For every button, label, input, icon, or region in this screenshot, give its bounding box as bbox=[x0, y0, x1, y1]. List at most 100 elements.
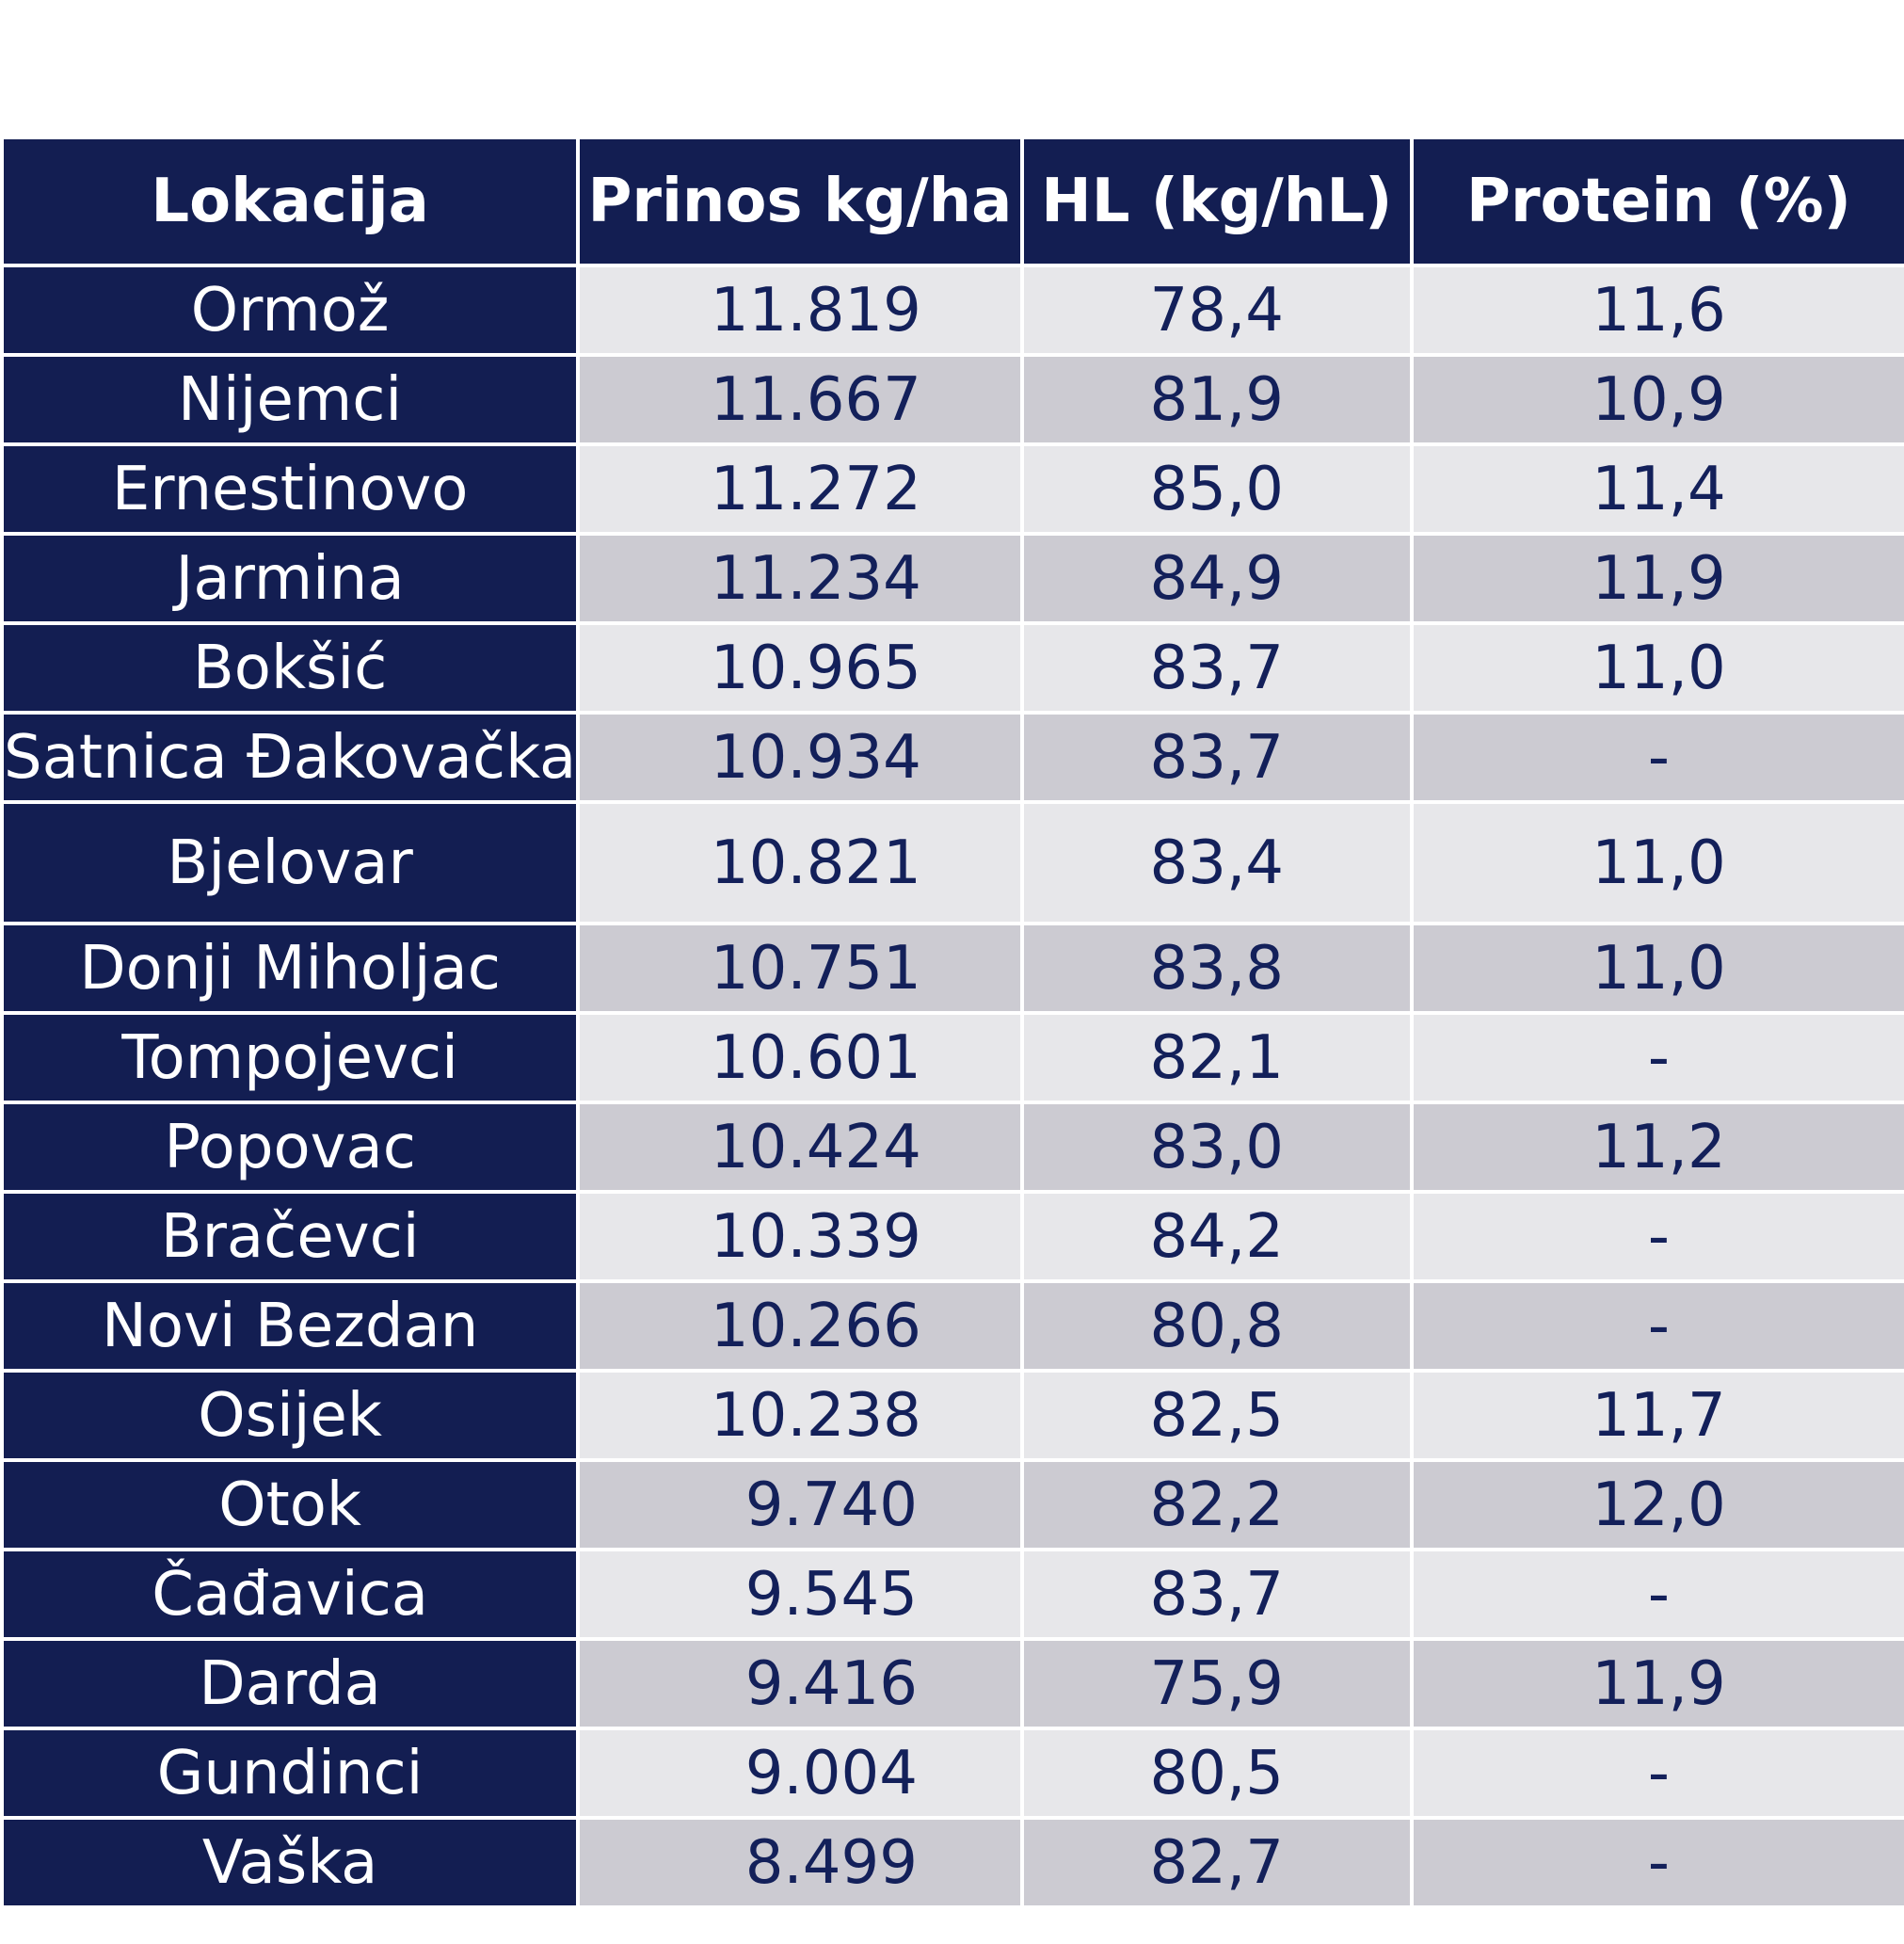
cell-prinos-value: 9.545 bbox=[744, 1559, 918, 1630]
cell-protein: - bbox=[1413, 1194, 1904, 1279]
cell-prinos: 9.004 bbox=[580, 1730, 1020, 1816]
cell-prinos: 10.424 bbox=[580, 1104, 1020, 1190]
cell-protein: 11,2 bbox=[1413, 1104, 1904, 1190]
cell-protein: - bbox=[1413, 1551, 1904, 1637]
cell-prinos: 10.751 bbox=[580, 925, 1020, 1011]
cell-protein: 11,7 bbox=[1413, 1373, 1904, 1458]
cell-hl: 80,5 bbox=[1023, 1730, 1410, 1816]
cell-hl: 83,8 bbox=[1023, 925, 1410, 1011]
cell-prinos-value: 10.965 bbox=[710, 633, 921, 703]
header-row: Lokacija Prinos kg/ha HL (kg/hL) Protein… bbox=[4, 139, 1904, 264]
table-row: Ernestinovo 11.272 85,0 11,4 bbox=[4, 446, 1904, 532]
cell-hl: 82,2 bbox=[1023, 1462, 1410, 1548]
cell-hl: 75,9 bbox=[1023, 1641, 1410, 1727]
cell-lokacija: Tompojevci bbox=[4, 1015, 577, 1101]
cell-prinos-value: 10.424 bbox=[710, 1112, 921, 1182]
cell-prinos: 11.667 bbox=[580, 357, 1020, 442]
cell-prinos-value: 8.499 bbox=[744, 1827, 918, 1898]
cell-prinos-value: 11.667 bbox=[710, 364, 921, 435]
cell-prinos-value: 11.819 bbox=[710, 275, 921, 345]
cell-lokacija: Darda bbox=[4, 1641, 577, 1727]
header-hl: HL (kg/hL) bbox=[1023, 139, 1410, 264]
cell-prinos-value: 11.234 bbox=[710, 543, 921, 614]
cell-protein: - bbox=[1413, 1820, 1904, 1905]
cell-hl: 82,5 bbox=[1023, 1373, 1410, 1458]
cell-hl: 80,8 bbox=[1023, 1283, 1410, 1369]
table-row: Čađavica 9.545 83,7- bbox=[4, 1551, 1904, 1637]
cell-hl: 84,9 bbox=[1023, 536, 1410, 621]
cell-prinos: 9.416 bbox=[580, 1641, 1020, 1727]
cell-protein: - bbox=[1413, 1283, 1904, 1369]
cell-protein: 11,4 bbox=[1413, 446, 1904, 532]
table-row: Vaška 8.499 82,7- bbox=[4, 1820, 1904, 1905]
cell-prinos-value: 10.266 bbox=[710, 1291, 921, 1361]
cell-protein: - bbox=[1413, 715, 1904, 800]
cell-lokacija: Satnica Đakovačka bbox=[4, 715, 577, 800]
cell-hl: 82,1 bbox=[1023, 1015, 1410, 1101]
cell-prinos-value: 10.751 bbox=[710, 933, 921, 1004]
table-row: Darda 9.416 75,9 11,9 bbox=[4, 1641, 1904, 1727]
cell-lokacija: Bračevci bbox=[4, 1194, 577, 1279]
table-row: Osijek 10.238 82,5 11,7 bbox=[4, 1373, 1904, 1458]
cell-lokacija: Popovac bbox=[4, 1104, 577, 1190]
cell-protein: - bbox=[1413, 1730, 1904, 1816]
cell-prinos: 11.272 bbox=[580, 446, 1020, 532]
cell-hl: 83,7 bbox=[1023, 1551, 1410, 1637]
table-row: Tompojevci 10.601 82,1- bbox=[4, 1015, 1904, 1101]
cell-prinos-value: 9.740 bbox=[744, 1470, 918, 1540]
cell-prinos: 9.545 bbox=[580, 1551, 1020, 1637]
cell-protein: 12,0 bbox=[1413, 1462, 1904, 1548]
cell-lokacija: Gundinci bbox=[4, 1730, 577, 1816]
cell-prinos: 8.499 bbox=[580, 1820, 1020, 1905]
cell-hl: 83,7 bbox=[1023, 625, 1410, 711]
table-row: Bjelovar 10.821 83,4 11,0 bbox=[4, 804, 1904, 922]
cell-hl: 83,7 bbox=[1023, 715, 1410, 800]
cell-prinos: 10.339 bbox=[580, 1194, 1020, 1279]
cell-lokacija: Čađavica bbox=[4, 1551, 577, 1637]
cell-prinos-value: 10.821 bbox=[710, 827, 921, 898]
table-row: Bračevci 10.339 84,2- bbox=[4, 1194, 1904, 1279]
table-row: Otok 9.740 82,2 12,0 bbox=[4, 1462, 1904, 1548]
cell-lokacija: Bjelovar bbox=[4, 804, 577, 922]
cell-hl: 84,2 bbox=[1023, 1194, 1410, 1279]
cell-prinos: 11.819 bbox=[580, 267, 1020, 353]
cell-lokacija: Nijemci bbox=[4, 357, 577, 442]
header-protein: Protein (%) bbox=[1413, 139, 1904, 264]
cell-lokacija: Ormož bbox=[4, 267, 577, 353]
cell-prinos-value: 10.339 bbox=[710, 1201, 921, 1272]
cell-prinos: 10.266 bbox=[580, 1283, 1020, 1369]
cell-lokacija: Ernestinovo bbox=[4, 446, 577, 532]
yield-table: Lokacija Prinos kg/ha HL (kg/hL) Protein… bbox=[0, 136, 1904, 1909]
cell-lokacija: Osijek bbox=[4, 1373, 577, 1458]
table-row: Popovac 10.424 83,0 11,2 bbox=[4, 1104, 1904, 1190]
table-row: Gundinci 9.004 80,5- bbox=[4, 1730, 1904, 1816]
cell-prinos-value: 10.601 bbox=[710, 1022, 921, 1093]
cell-protein: 10,9 bbox=[1413, 357, 1904, 442]
cell-prinos: 10.601 bbox=[580, 1015, 1020, 1101]
cell-prinos: 10.821 bbox=[580, 804, 1020, 922]
cell-hl: 78,4 bbox=[1023, 267, 1410, 353]
cell-prinos: 10.965 bbox=[580, 625, 1020, 711]
cell-lokacija: Donji Miholjac bbox=[4, 925, 577, 1011]
cell-prinos-value: 11.272 bbox=[710, 454, 921, 524]
cell-prinos-value: 9.416 bbox=[744, 1648, 918, 1719]
cell-protein: 11,9 bbox=[1413, 1641, 1904, 1727]
table-row: Satnica Đakovačka 10.934 83,7- bbox=[4, 715, 1904, 800]
cell-lokacija: Otok bbox=[4, 1462, 577, 1548]
table-row: Nijemci 11.667 81,9 10,9 bbox=[4, 357, 1904, 442]
cell-lokacija: Bokšić bbox=[4, 625, 577, 711]
cell-lokacija: Jarmina bbox=[4, 536, 577, 621]
cell-lokacija: Novi Bezdan bbox=[4, 1283, 577, 1369]
cell-prinos-value: 10.238 bbox=[710, 1380, 921, 1451]
table-row: Donji Miholjac 10.751 83,8 11,0 bbox=[4, 925, 1904, 1011]
cell-prinos: 10.238 bbox=[580, 1373, 1020, 1458]
cell-hl: 85,0 bbox=[1023, 446, 1410, 532]
table-body: Ormož 11.819 78,4 11,6 Nijemci 11.667 81,9 10,9… bbox=[4, 267, 1904, 1905]
cell-prinos: 10.934 bbox=[580, 715, 1020, 800]
cell-protein: 11,9 bbox=[1413, 536, 1904, 621]
cell-hl: 81,9 bbox=[1023, 357, 1410, 442]
cell-protein: 11,0 bbox=[1413, 625, 1904, 711]
cell-protein: 11,6 bbox=[1413, 267, 1904, 353]
cell-prinos-value: 9.004 bbox=[744, 1738, 918, 1808]
header-lokacija: Lokacija bbox=[4, 139, 577, 264]
